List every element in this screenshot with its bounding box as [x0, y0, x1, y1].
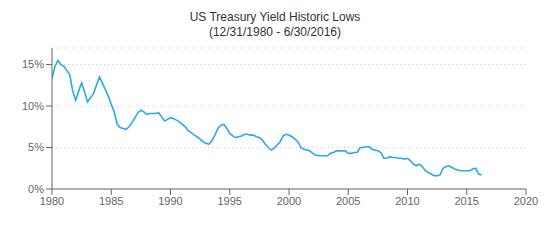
svg-text:2010: 2010: [395, 195, 419, 207]
svg-text:2015: 2015: [455, 195, 479, 207]
html-text:US Treasury Yield Historic Low: US Treasury Yield Historic Lows: [189, 10, 361, 24]
svg-text:2005: 2005: [336, 195, 360, 207]
svg-text:2020: 2020: [514, 195, 538, 207]
svg-text:1990: 1990: [158, 195, 182, 207]
svg-text:15%: 15%: [22, 58, 44, 70]
svg-text:0%: 0%: [28, 183, 44, 195]
svg-text:1995: 1995: [218, 195, 242, 207]
html-text:(12/31/1980 - 6/30/2016): (12/31/1980 - 6/30/2016): [208, 25, 341, 39]
svg-text:1980: 1980: [40, 195, 64, 207]
svg-text:10%: 10%: [22, 100, 44, 112]
svg-text:1985: 1985: [99, 195, 123, 207]
svg-text:2000: 2000: [277, 195, 301, 207]
svg-text:5%: 5%: [28, 141, 44, 153]
